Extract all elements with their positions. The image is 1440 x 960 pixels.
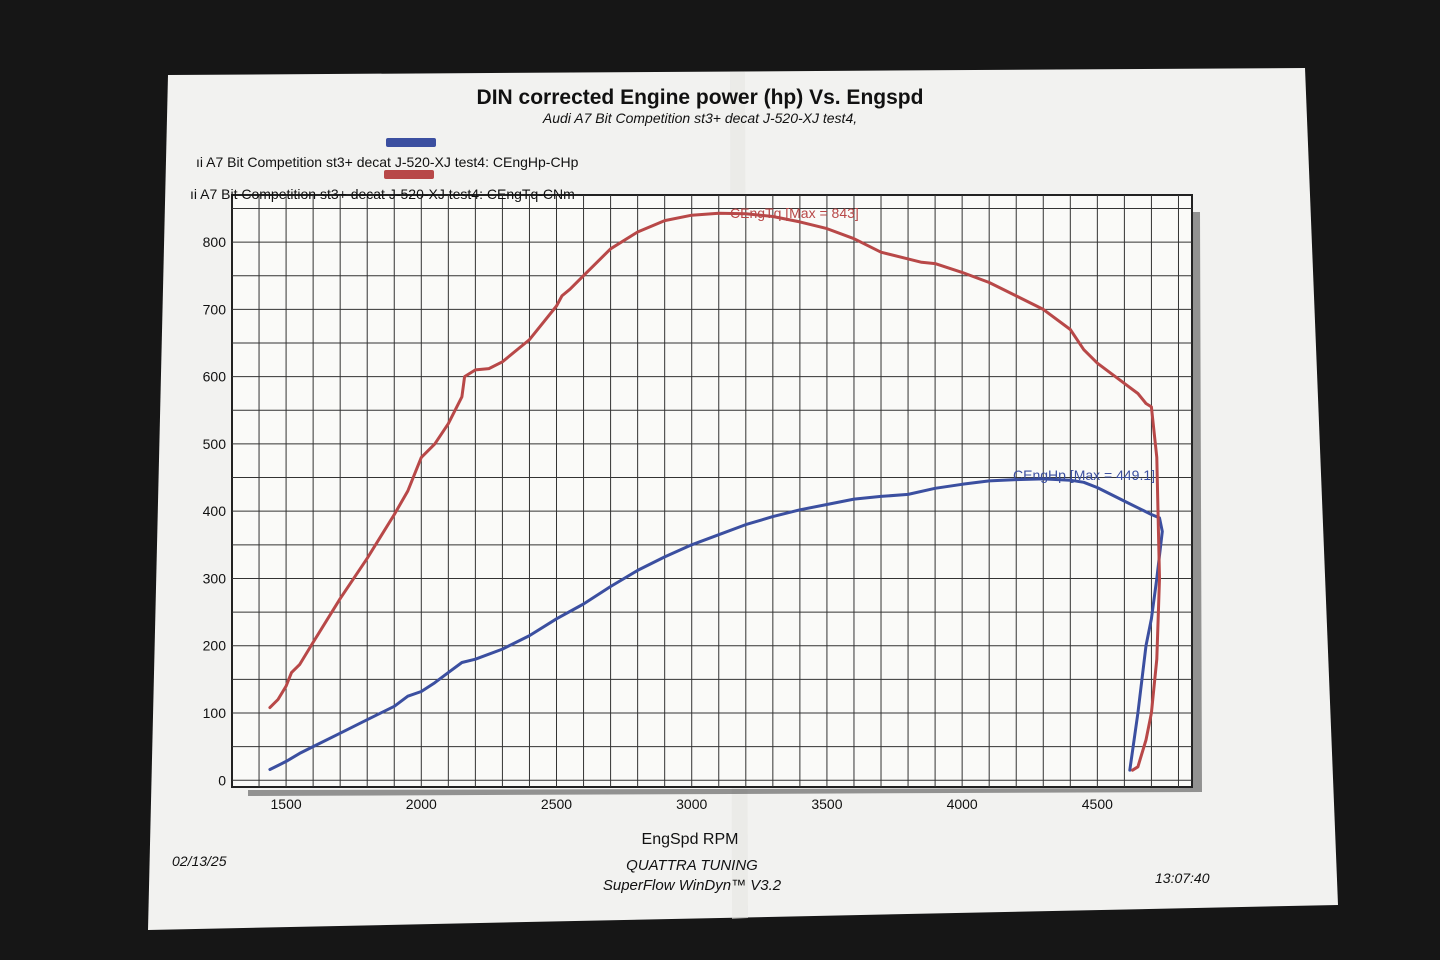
y-tick-label: 200 bbox=[203, 638, 227, 654]
legend-swatch-hp bbox=[386, 138, 436, 147]
x-tick-label: 4000 bbox=[947, 796, 978, 812]
x-tick-label: 3500 bbox=[811, 796, 842, 812]
y-tick-label: 800 bbox=[203, 234, 227, 250]
x-tick-label: 1500 bbox=[271, 796, 302, 812]
chart-subtitle: Audi A7 Bit Competition st3+ decat J-520… bbox=[542, 110, 857, 126]
legend-entry-tq: ıi A7 Bit Competition st3+ decat J-520-X… bbox=[190, 186, 575, 202]
annotation-hp-max: CEngHp [Max = 449.1] bbox=[1013, 467, 1155, 483]
x-axis-label: EngSpd RPM bbox=[642, 831, 739, 848]
software-name: SuperFlow WinDyn™ V3.2 bbox=[603, 877, 782, 894]
legend-swatch-tq bbox=[384, 170, 434, 179]
x-tick-label: 3000 bbox=[676, 796, 707, 812]
y-tick-label: 600 bbox=[203, 369, 227, 385]
y-tick-label: 300 bbox=[203, 570, 227, 586]
legend-entry-hp: ıi A7 Bit Competition st3+ decat J-520-X… bbox=[196, 154, 579, 170]
print-time: 13:07:40 bbox=[1155, 870, 1210, 886]
shop-name: QUATTRA TUNING bbox=[626, 857, 758, 874]
plot-area bbox=[231, 194, 1193, 788]
x-tick-label: 2000 bbox=[406, 796, 437, 812]
y-tick-label: 0 bbox=[218, 772, 226, 788]
annotation-tq-max: CEngTq [Max = 843] bbox=[730, 205, 859, 221]
x-tick-label: 4500 bbox=[1082, 796, 1113, 812]
grid-lines bbox=[232, 195, 1192, 787]
print-date: 02/13/25 bbox=[172, 853, 227, 869]
series-lines bbox=[268, 211, 1164, 772]
chart-title: DIN corrected Engine power (hp) Vs. Engs… bbox=[477, 86, 924, 109]
y-tick-label: 700 bbox=[203, 301, 227, 317]
y-tick-label: 400 bbox=[203, 503, 227, 519]
series-line-hp bbox=[268, 477, 1164, 772]
axes: 1500 2000 2500 3000 3500 4000 4500 0 100 200 300 40… bbox=[203, 234, 1113, 812]
y-tick-label: 100 bbox=[203, 705, 227, 721]
series-line-tq bbox=[268, 211, 1161, 772]
y-tick-label: 500 bbox=[203, 436, 227, 452]
x-tick-label: 2500 bbox=[541, 796, 572, 812]
